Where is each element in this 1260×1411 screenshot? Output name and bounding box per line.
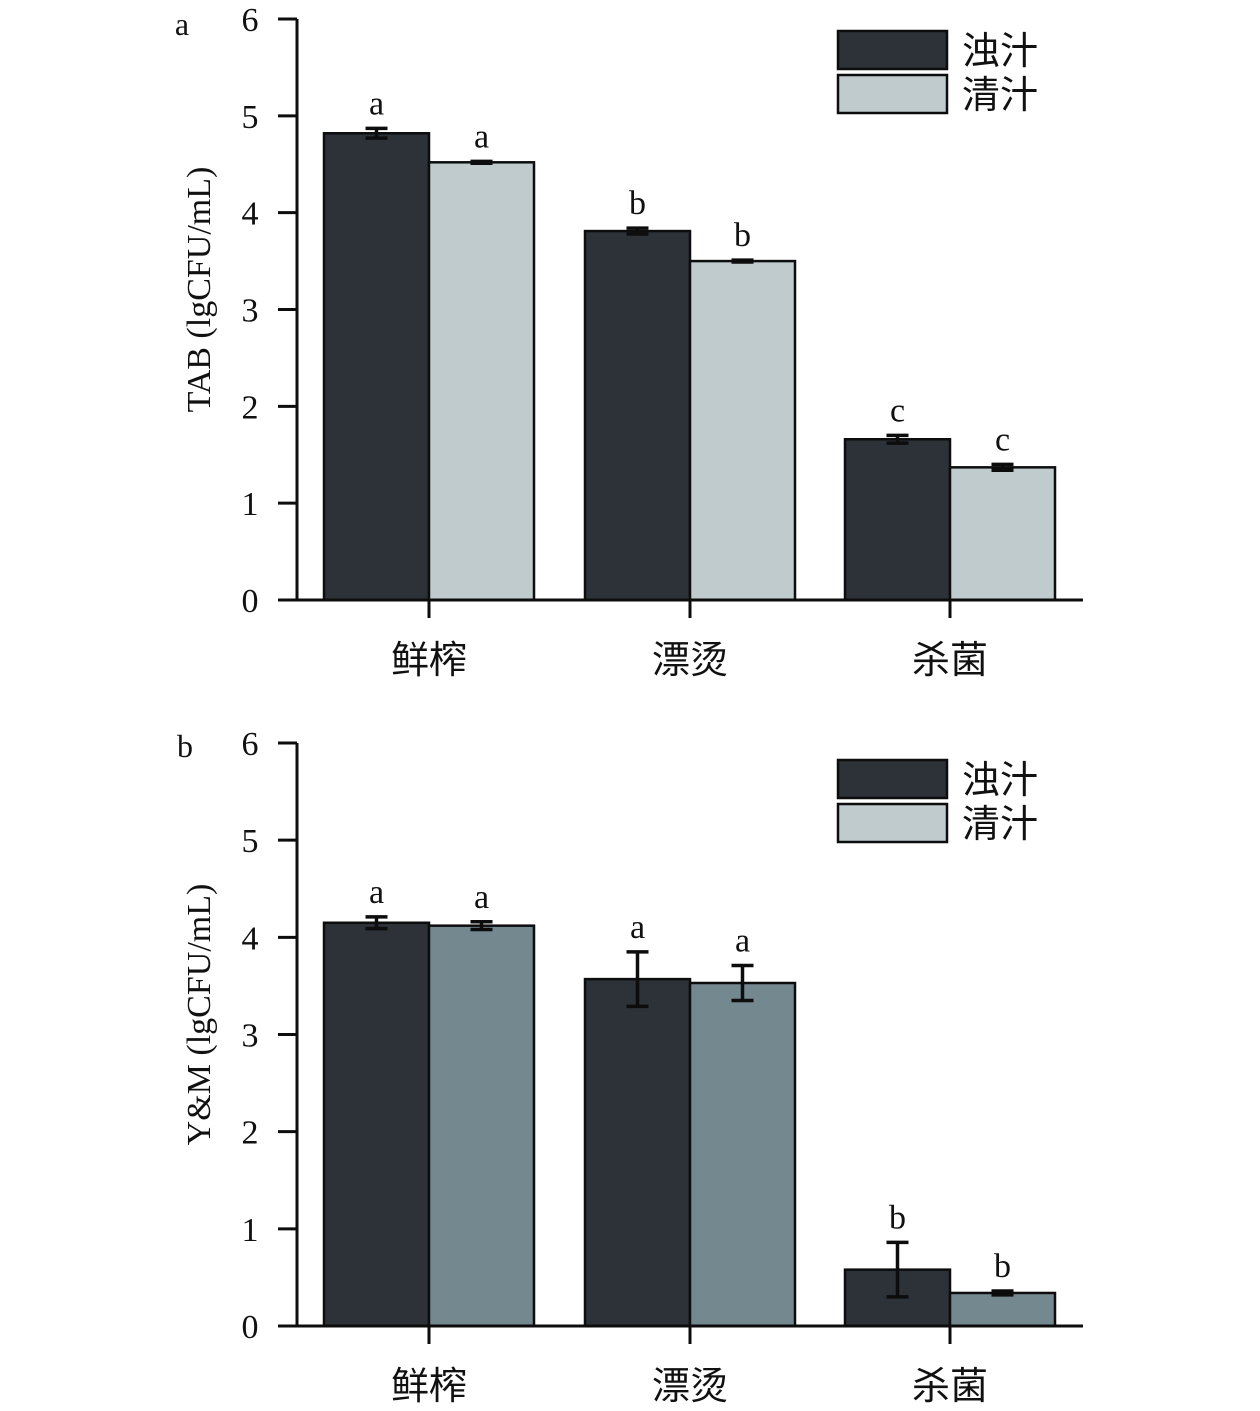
significance-label: a [369, 874, 384, 911]
y-tick-label: 6 [242, 726, 259, 763]
legend-label: 清汁 [962, 75, 1038, 117]
bar-清汁-漂烫 [688, 981, 797, 1328]
y-tick-label: 4 [242, 920, 259, 957]
error-bar [731, 258, 754, 264]
legend-item: 浊汁 [836, 29, 1038, 73]
bar-浊汁-漂烫 [583, 229, 692, 602]
significance-label: c [995, 421, 1010, 458]
significance-label: b [994, 1248, 1011, 1285]
error-bar [470, 159, 493, 166]
legend-item: 浊汁 [836, 758, 1038, 802]
significance-label: a [474, 879, 489, 916]
bar-浊汁-漂烫 [583, 977, 692, 1328]
y-tick-label: 1 [242, 486, 259, 523]
y-axis-label: Y&M (lgCFU/mL) [181, 884, 218, 1146]
significance-label: b [889, 1199, 906, 1236]
bar-浊汁-鲜榨 [322, 132, 431, 602]
x-category-label: 杀菌 [912, 1366, 988, 1408]
error-bar [470, 920, 493, 932]
legend-item: 清汁 [836, 73, 1038, 117]
y-tick-label: 0 [242, 583, 259, 620]
error-bar [365, 126, 388, 140]
error-bar [626, 950, 649, 1009]
error-bar [731, 963, 754, 1003]
error-bar [365, 915, 388, 931]
y-axis-label: TAB (lgCFU/mL) [181, 167, 218, 413]
significance-label: a [630, 909, 645, 946]
x-category-label: 漂烫 [652, 1366, 728, 1408]
error-bar [626, 226, 649, 236]
bar-浊汁-鲜榨 [322, 921, 431, 1328]
bar-浊汁-杀菌 [843, 438, 952, 602]
y-tick-label: 6 [242, 2, 259, 39]
y-tick-label: 1 [242, 1212, 259, 1249]
legend-label: 浊汁 [962, 760, 1038, 802]
y-tick-label: 2 [242, 389, 259, 426]
legend-label: 浊汁 [962, 31, 1038, 73]
y-tick-label: 5 [242, 99, 259, 136]
significance-label: b [734, 217, 751, 254]
x-category-label: 鲜榨 [391, 640, 467, 682]
significance-label: c [890, 392, 905, 429]
legend-label: 清汁 [962, 804, 1038, 846]
error-bar [991, 462, 1014, 472]
y-tick-label: 2 [242, 1115, 259, 1152]
y-tick-label: 3 [242, 293, 259, 330]
error-bar [886, 433, 909, 445]
panel-label: b [177, 728, 193, 764]
legend-swatch [836, 802, 949, 844]
error-bar [886, 1240, 909, 1299]
x-category-label: 漂烫 [652, 640, 728, 682]
significance-label: b [629, 185, 646, 222]
legend-item: 清汁 [836, 802, 1038, 846]
legend-swatch [836, 29, 949, 71]
bar-清汁-杀菌 [948, 1291, 1057, 1328]
x-category-label: 鲜榨 [391, 1366, 467, 1408]
significance-label: a [474, 118, 489, 155]
significance-label: a [369, 85, 384, 122]
y-tick-label: 5 [242, 823, 259, 860]
legend-swatch [836, 758, 949, 800]
y-tick-label: 4 [242, 196, 259, 233]
y-tick-label: 0 [242, 1309, 259, 1346]
y-tick-label: 3 [242, 1018, 259, 1055]
x-category-label: 杀菌 [912, 640, 988, 682]
bar-清汁-杀菌 [948, 466, 1057, 602]
bar-清汁-鲜榨 [427, 924, 536, 1328]
bar-清汁-鲜榨 [427, 161, 536, 602]
panel-label: a [175, 6, 189, 42]
bars: a b c a b c [322, 85, 1057, 602]
bars: a a b a a b [322, 874, 1057, 1328]
legend-swatch [836, 73, 949, 115]
bar-清汁-漂烫 [688, 259, 797, 602]
error-bar [991, 1289, 1014, 1297]
significance-label: a [735, 923, 750, 960]
